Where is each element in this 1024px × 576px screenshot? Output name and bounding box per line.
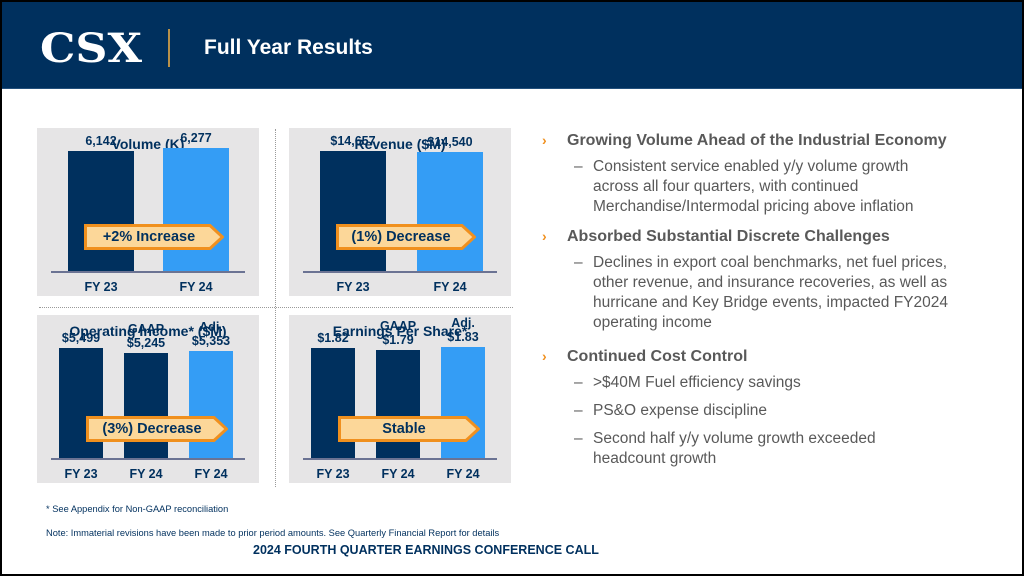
x-axis-tick-label: FY 24 — [433, 280, 467, 294]
chevron-right-icon: › — [542, 348, 547, 364]
horizontal-divider — [39, 307, 513, 308]
bullet-sub-line: >$40M Fuel efficiency savings — [593, 374, 801, 391]
bar-series-header: Adj. — [451, 316, 475, 330]
x-axis-tick-label: FY 24 — [446, 467, 480, 481]
bar-value-label: $5,245 — [126, 336, 166, 350]
dash-marker: – — [574, 430, 583, 447]
header-bar: CSX Full Year Results — [2, 2, 1022, 89]
arrow-shape — [86, 416, 228, 442]
bar-fy23 — [68, 151, 134, 271]
bullet-sub-line: Second half y/y volume growth exceeded — [593, 430, 876, 447]
bar-fy24 — [417, 152, 483, 271]
header-divider — [168, 29, 170, 67]
x-axis-tick-label: FY 23 — [316, 467, 350, 481]
change-arrow: (1%) Decrease — [336, 224, 476, 250]
bar-value-label: $14,657 — [330, 134, 376, 148]
x-axis-tick-label: FY 23 — [84, 280, 118, 294]
bullet-sub-line: operating income — [593, 314, 712, 331]
bullet-heading-text: Absorbed Substantial Discrete Challenges — [567, 228, 890, 245]
x-axis-tick-label: FY 24 — [194, 467, 228, 481]
bar-fy24 — [163, 148, 229, 271]
bullet-sub-line: other revenue, and insurance recoveries,… — [593, 274, 948, 291]
x-axis-tick-label: FY 24 — [129, 467, 163, 481]
footnote: * See Appendix for Non-GAAP reconciliati… — [46, 504, 229, 514]
chart-panel-eps: Earnings Per Share* $1.82 FY 23 $1.79 GAAP FY… — [289, 315, 511, 483]
bar-fy24-gaap — [124, 353, 168, 458]
arrow-shape — [84, 224, 224, 250]
bar-fy23 — [320, 151, 386, 271]
bullet-sub-line: Declines in export coal benchmarks, net … — [593, 254, 948, 271]
bullet-sub-item: – Consistent service enabled y/y volume g… — [542, 157, 1012, 217]
x-axis-tick-label: FY 24 — [381, 467, 415, 481]
bar-value-label: $1.79 — [382, 333, 414, 347]
chart-panel-volume: Volume (K) 6,142 FY 23 6,277 FY 24 +2% Increa… — [37, 128, 259, 296]
chart-title: Revenue ($M) — [354, 136, 446, 152]
change-annotation: (3%) Decrease — [102, 421, 202, 437]
bullet-sub-line: hurricane and Key Bridge events, impacte… — [593, 294, 948, 311]
dash-marker: – — [574, 158, 583, 175]
bullet-heading: › Continued Cost Control — [542, 346, 1012, 367]
x-axis-tick-label: FY 23 — [336, 280, 370, 294]
change-arrow: (3%) Decrease — [86, 416, 228, 442]
bar-series-header: GAAP — [379, 319, 417, 333]
chart-panel-operating-income: Operating Income* ($M) $5,499 FY 23 $5,245 G… — [37, 315, 259, 483]
arrow-shape — [336, 224, 476, 250]
bar-series-header: GAAP — [127, 322, 165, 336]
bar-value-label: $5,353 — [191, 334, 231, 348]
bar-value-label: 6,142 — [85, 134, 117, 148]
bar-value-label: $5,499 — [61, 331, 101, 345]
bullet-sub-item: – Second half y/y volume growth exceeded h… — [542, 429, 1012, 469]
logo-text: CSX — [40, 25, 142, 68]
x-axis-tick-label: FY 23 — [64, 467, 98, 481]
x-axis-tick-label: FY 24 — [179, 280, 213, 294]
bullet-sub-line: Consistent service enabled y/y volume gr… — [593, 158, 909, 175]
bar-series-header: Adj. — [199, 320, 223, 334]
change-annotation: Stable — [382, 421, 426, 437]
x-axis-line — [51, 271, 245, 273]
x-axis-line — [51, 458, 245, 460]
bullet-sub-line: headcount growth — [593, 450, 717, 467]
chevron-right-icon: › — [542, 132, 547, 148]
bullet-sub-item: – >$40M Fuel efficiency savings — [542, 373, 1012, 393]
bullet-heading-text: Continued Cost Control — [567, 348, 748, 365]
csx-logo: CSX — [40, 25, 142, 68]
vertical-divider — [275, 129, 276, 487]
bar-value-label: $14,540 — [427, 135, 473, 149]
page-title: Full Year Results — [204, 36, 373, 59]
bullet-sub-line: across all four quarters, with continued — [593, 178, 859, 195]
change-arrow: Stable — [338, 416, 480, 442]
bar-value-label: 6,277 — [180, 131, 212, 145]
key-points: › Growing Volume Ahead of the Industrial … — [542, 130, 1012, 469]
dash-marker: – — [574, 402, 583, 419]
chart-panel-revenue: Revenue ($M) $14,657 FY 23 $14,540 FY 24 (1%)… — [289, 128, 511, 296]
chevron-right-icon: › — [542, 228, 547, 244]
bar-value-label: $1.83 — [447, 330, 479, 344]
event-title: 2024 FOURTH QUARTER EARNINGS CONFERENCE … — [253, 543, 599, 557]
bullet-sub-item: – PS&O expense discipline — [542, 401, 1012, 421]
revision-note: Note: Immaterial revisions have been mad… — [46, 528, 500, 538]
change-annotation: +2% Increase — [102, 229, 196, 245]
dash-marker: – — [574, 374, 583, 391]
chart-title: Earnings Per Share* — [332, 323, 468, 339]
chart-title: Operating Income* ($M) — [69, 323, 227, 339]
bullet-sub-line: PS&O expense discipline — [593, 402, 768, 419]
x-axis-line — [303, 271, 497, 273]
bullet-heading: › Absorbed Substantial Discrete Challenge… — [542, 226, 1012, 247]
bar-value-label: $1.82 — [317, 331, 349, 345]
dash-marker: – — [574, 254, 583, 271]
bullet-sub-item: – Declines in export coal benchmarks, net… — [542, 253, 1012, 333]
change-annotation: (1%) Decrease — [351, 229, 451, 245]
x-axis-line — [303, 458, 497, 460]
change-arrow: +2% Increase — [84, 224, 224, 250]
arrow-shape — [338, 416, 480, 442]
bullet-heading-text: Growing Volume Ahead of the Industrial E… — [567, 132, 947, 149]
bullet-heading: › Growing Volume Ahead of the Industrial … — [542, 130, 1012, 151]
bullet-sub-line: Merchandise/Intermodal pricing above inf… — [593, 198, 914, 215]
